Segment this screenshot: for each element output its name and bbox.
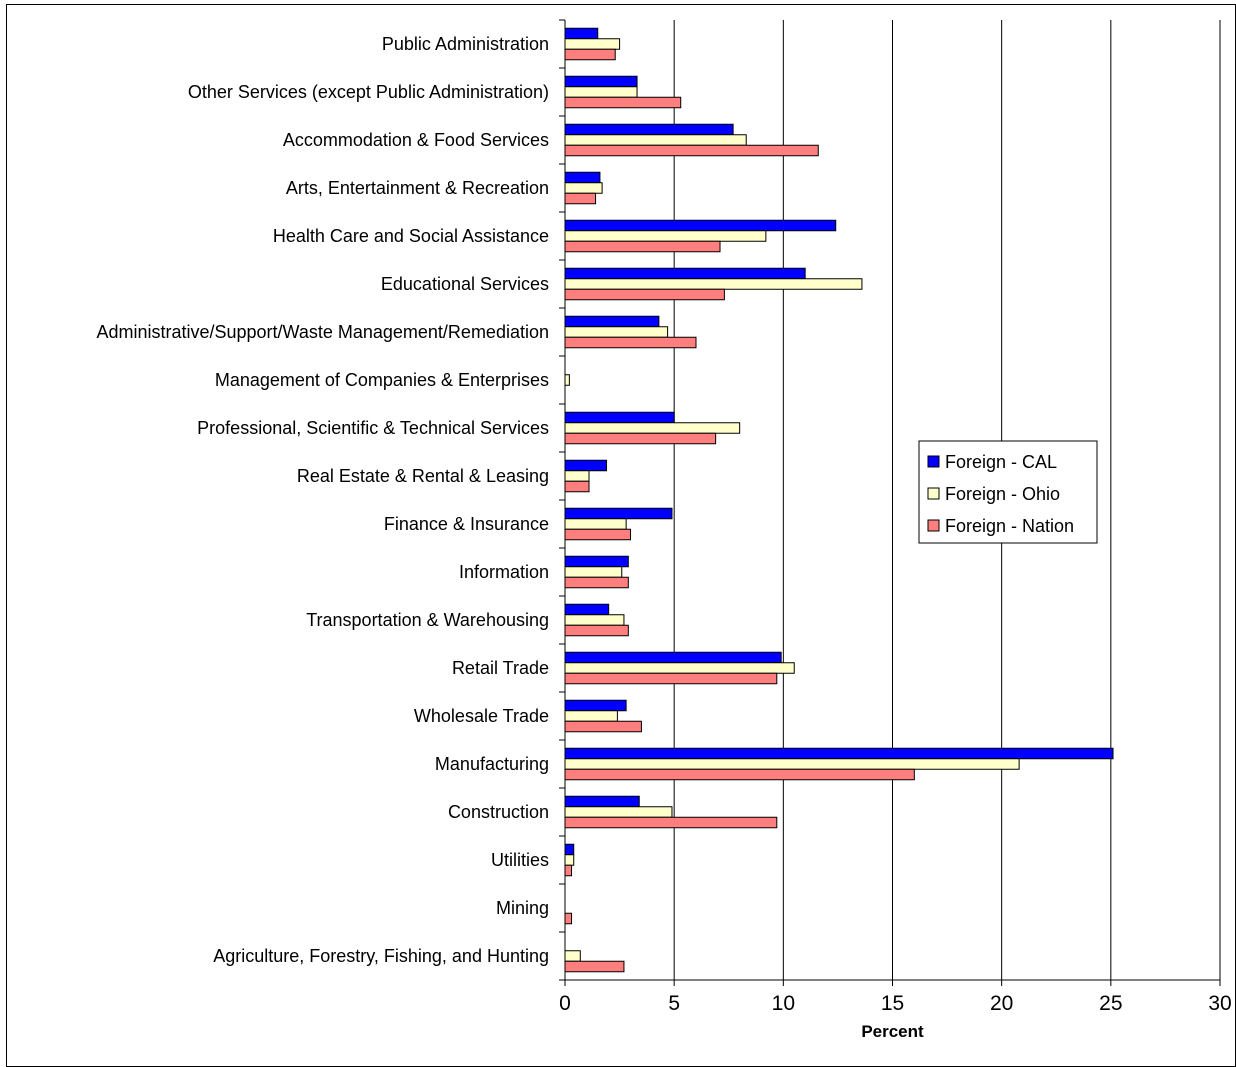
bar-foreign-ohio (564, 950, 581, 962)
category-label: Professional, Scientific & Technical Ser… (197, 418, 549, 438)
bar-foreign-ohio (564, 38, 621, 50)
bar-foreign-cal (564, 219, 837, 232)
bar-foreign-ohio (564, 662, 795, 674)
x-tick-label: 25 (1099, 992, 1122, 1015)
category-label: Utilities (491, 850, 549, 870)
x-tick-label: 0 (559, 992, 571, 1015)
category-label: Health Care and Social Assistance (273, 226, 549, 246)
bar-foreign-nation (564, 576, 629, 589)
bar-foreign-nation (564, 240, 721, 253)
bar-foreign-ohio (564, 134, 747, 146)
bar-foreign-nation (564, 336, 697, 349)
bar-foreign-nation (564, 480, 590, 493)
bar-foreign-cal (564, 123, 734, 136)
legend-swatch (927, 519, 940, 532)
bar-foreign-cal (564, 315, 660, 328)
bar-foreign-ohio (564, 614, 625, 626)
bar-foreign-ohio (564, 374, 570, 386)
category-label: Information (459, 562, 549, 582)
bar-foreign-cal (564, 555, 629, 568)
category-label: Agriculture, Forestry, Fishing, and Hunt… (213, 946, 549, 966)
bar-foreign-nation (564, 672, 778, 685)
x-tick-label: 20 (990, 992, 1013, 1015)
category-label: Retail Trade (452, 658, 549, 678)
bar-foreign-nation (564, 912, 573, 925)
bar-foreign-nation (564, 432, 717, 445)
category-label: Arts, Entertainment & Recreation (286, 178, 549, 198)
bar-foreign-ohio (564, 230, 767, 242)
bar-foreign-ohio (564, 278, 863, 290)
bar-foreign-nation (564, 144, 819, 157)
category-label: Wholesale Trade (414, 706, 549, 726)
bar-foreign-ohio (564, 710, 618, 722)
bar-foreign-nation (564, 768, 915, 781)
x-tick-label: 30 (1208, 992, 1231, 1015)
bar-foreign-cal (564, 603, 610, 616)
bar-foreign-nation (564, 288, 725, 301)
bar-foreign-nation (564, 192, 597, 205)
bar-foreign-ohio (564, 470, 590, 482)
category-label: Public Administration (382, 34, 549, 54)
category-label: Construction (448, 802, 549, 822)
bar-foreign-nation (564, 528, 631, 541)
bar-foreign-cal (564, 75, 638, 88)
x-tick-label: 10 (772, 992, 795, 1015)
bar-foreign-cal (564, 267, 806, 280)
bar-foreign-nation (564, 864, 573, 877)
legend-entry: Foreign - Ohio (945, 484, 1060, 504)
x-tick-label: 5 (668, 992, 680, 1015)
legend-entry: Foreign - Nation (945, 516, 1074, 536)
bar-foreign-nation (564, 96, 682, 109)
bar-foreign-cal (564, 651, 782, 664)
legend-entry: Foreign - CAL (945, 452, 1057, 472)
bar-foreign-cal (564, 459, 607, 472)
category-label: Management of Companies & Enterprises (215, 370, 549, 390)
bar-foreign-ohio (564, 422, 741, 434)
x-axis-title: Percent (861, 1022, 924, 1041)
bar-foreign-nation (564, 624, 629, 637)
bar-foreign-nation (564, 720, 642, 733)
legend-swatch (927, 455, 940, 468)
bar-foreign-nation (564, 960, 625, 973)
legend-swatch (927, 487, 940, 500)
bar-foreign-cal (564, 747, 1114, 760)
bar-foreign-ohio (564, 182, 603, 194)
bar-foreign-ohio (564, 326, 669, 338)
bar-foreign-ohio (564, 86, 638, 98)
bar-foreign-cal (564, 171, 601, 184)
bar-foreign-cal (564, 795, 640, 808)
bar-foreign-cal (564, 843, 575, 856)
bar-foreign-ohio (564, 518, 627, 530)
category-label: Finance & Insurance (384, 514, 549, 534)
bar-foreign-cal (564, 699, 627, 712)
category-label: Accommodation & Food Services (283, 130, 549, 150)
bar-foreign-cal (564, 507, 673, 520)
category-label: Manufacturing (435, 754, 549, 774)
category-label: Administrative/Support/Waste Management/… (96, 322, 549, 342)
category-label: Real Estate & Rental & Leasing (297, 466, 549, 486)
category-label: Mining (496, 898, 549, 918)
bar-foreign-ohio (564, 806, 673, 818)
category-label: Other Services (except Public Administra… (188, 82, 549, 102)
x-tick-label: 15 (881, 992, 904, 1015)
bar-foreign-nation (564, 816, 778, 829)
bar-foreign-cal (564, 27, 599, 40)
bar-foreign-ohio (564, 758, 1020, 770)
category-label: Educational Services (381, 274, 549, 294)
legend-box (918, 440, 1098, 544)
category-label: Transportation & Warehousing (306, 610, 549, 630)
bar-foreign-ohio (564, 566, 623, 578)
bar-foreign-cal (564, 411, 675, 424)
bar-foreign-ohio (564, 854, 575, 866)
bar-foreign-nation (564, 48, 616, 61)
